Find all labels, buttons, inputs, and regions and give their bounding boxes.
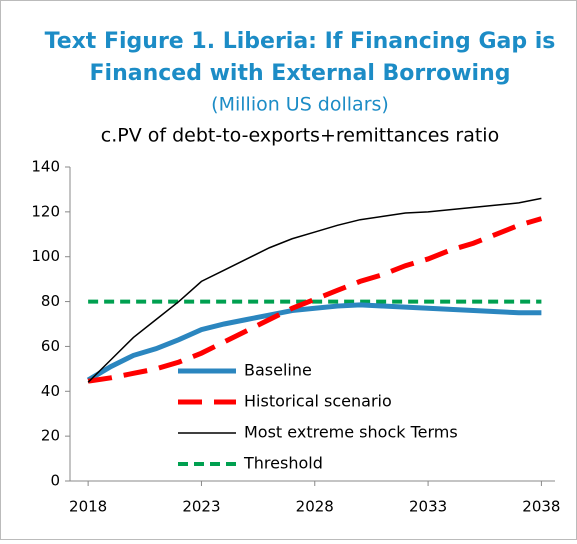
y-tick-label: 80 [41, 292, 60, 310]
series-line [86, 302, 542, 383]
x-tick-label: 2018 [69, 498, 107, 516]
legend-label: Baseline [244, 361, 312, 380]
x-tick-label: 2033 [409, 498, 447, 516]
series-line [87, 197, 542, 383]
x-tick-label: 2028 [296, 498, 334, 516]
chart-title: Financed with External Borrowing [90, 61, 511, 86]
legend-label: Historical scenario [244, 392, 392, 411]
y-tick-label: 140 [31, 158, 60, 176]
x-tick-label: 2023 [182, 498, 220, 516]
panel-title: c.PV of debt-to-exports+remittances rati… [101, 125, 499, 147]
legend-label: Most extreme shock Terms [244, 423, 458, 442]
y-tick-label: 120 [31, 202, 60, 220]
y-tick-label: 60 [41, 337, 60, 355]
chart-title: Text Figure 1. Liberia: If Financing Gap… [45, 29, 556, 54]
y-tick-label: 40 [41, 382, 60, 400]
y-tick-label: 100 [31, 247, 60, 265]
chart-subtitle: (Million US dollars) [211, 94, 389, 116]
y-tick-label: 0 [50, 472, 60, 490]
x-tick-label: 2038 [522, 498, 560, 516]
legend-label: Threshold [243, 454, 323, 473]
y-tick-label: 20 [41, 427, 60, 445]
series-line [87, 216, 543, 384]
